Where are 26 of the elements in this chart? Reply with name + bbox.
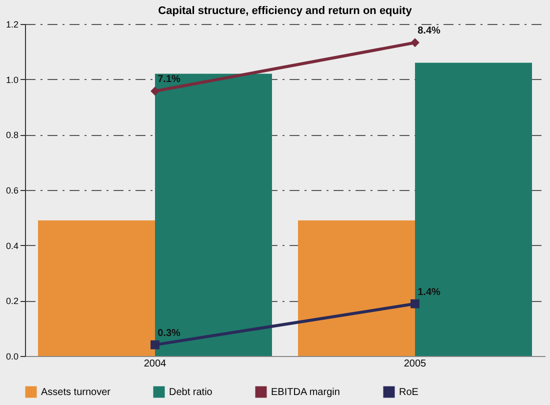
legend-label: Debt ratio (169, 387, 213, 398)
legend-label: Assets turnover (41, 387, 112, 398)
legend-label: RoE (399, 387, 419, 398)
x-tick-label: 2005 (404, 358, 427, 370)
y-tick-label: 0.4 (6, 240, 18, 251)
data-label: 7.1% (158, 74, 181, 86)
bar (38, 220, 155, 356)
point (410, 299, 420, 308)
chart-title: Capital structure, efficiency and return on equity (158, 5, 413, 17)
bar (298, 220, 415, 356)
data-label: 8.4% (418, 26, 441, 37)
data-label: 0.3% (158, 328, 181, 339)
y-tick-label: 0.2 (6, 296, 18, 306)
bar (415, 62, 532, 356)
point (410, 38, 420, 48)
y-tick-label: 0.6 (6, 186, 18, 196)
y-tick-label: 0.8 (6, 130, 18, 140)
point (150, 340, 160, 350)
x-tick-label: 2004 (144, 358, 167, 370)
y-tick-label: 1.2 (6, 20, 18, 30)
y-tick-label: 0.0 (6, 352, 18, 362)
y-tick-label: 1.0 (6, 74, 18, 85)
point (150, 86, 160, 96)
data-label: 1.4% (418, 286, 441, 298)
bar (155, 74, 272, 356)
legend-label: EBITDA margin (271, 387, 340, 398)
